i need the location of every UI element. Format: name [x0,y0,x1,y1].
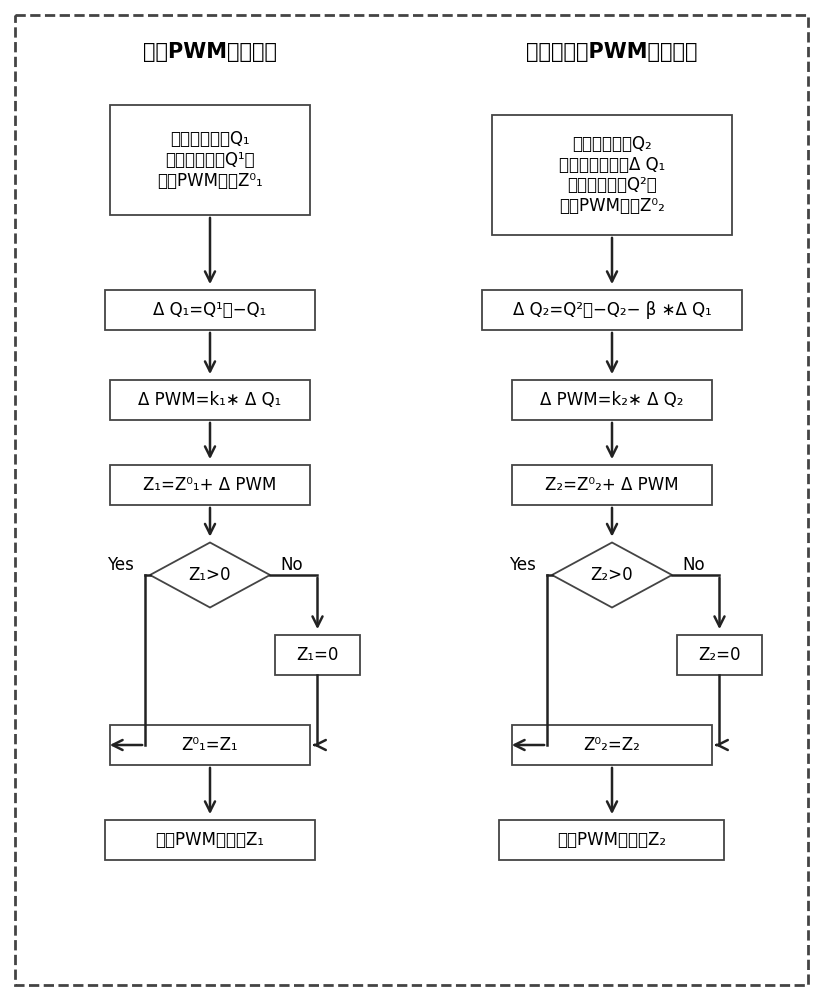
Text: Δ PWM=k₁∗ Δ Q₁: Δ PWM=k₁∗ Δ Q₁ [138,391,281,409]
Text: No: No [683,556,705,574]
Bar [500,820,724,860]
Text: 顶灯PWM反馈算法: 顶灯PWM反馈算法 [143,42,277,62]
Text: Z₂=0: Z₂=0 [698,646,741,664]
Text: Z₂>0: Z₂>0 [591,566,634,584]
Bar [110,465,310,505]
Bar [512,725,712,765]
Text: 输入顶叶光强Q₁
顶叶光强阈值Q¹阈
前次PWM信号Z⁰₁: 输入顶叶光强Q₁ 顶叶光强阈值Q¹阈 前次PWM信号Z⁰₁ [157,130,263,190]
Text: Z₁=Z⁰₁+ Δ PWM: Z₁=Z⁰₁+ Δ PWM [143,476,277,494]
Text: No: No [281,556,304,574]
Bar [512,380,712,420]
Text: Z₁=0: Z₁=0 [296,646,339,664]
Bar [110,725,310,765]
Polygon shape [552,542,672,607]
Text: Z₂=Z⁰₂+ Δ PWM: Z₂=Z⁰₂+ Δ PWM [545,476,679,494]
Text: 输出PWM占空比Z₁: 输出PWM占空比Z₁ [156,831,264,849]
Text: Δ PWM=k₂∗ Δ Q₂: Δ PWM=k₂∗ Δ Q₂ [540,391,684,409]
Bar [105,290,315,330]
Bar [275,635,360,675]
Text: Δ Q₁=Q¹阈−Q₁: Δ Q₁=Q¹阈−Q₁ [153,301,267,319]
Text: Yes: Yes [106,556,133,574]
Text: Δ Q₂=Q²阈−Q₂− β ∗Δ Q₁: Δ Q₂=Q²阈−Q₂− β ∗Δ Q₁ [513,301,711,319]
Bar [105,820,315,860]
Polygon shape [150,542,270,607]
Text: Z⁰₂=Z₂: Z⁰₂=Z₂ [584,736,640,754]
Text: 输出PWM占空比Z₂: 输出PWM占空比Z₂ [557,831,667,849]
Bar [482,290,742,330]
Text: Yes: Yes [509,556,536,574]
Text: 株间补光灯PWM反馈算法: 株间补光灯PWM反馈算法 [526,42,698,62]
Text: Z₁>0: Z₁>0 [188,566,231,584]
Bar [492,115,732,235]
Text: 输入株间光强Q₂
顶叶光强变化量Δ Q₁
株间光强阈值Q²阈
前次PWM信号Z⁰₂: 输入株间光强Q₂ 顶叶光强变化量Δ Q₁ 株间光强阈值Q²阈 前次PWM信号Z⁰… [559,135,665,215]
Bar [677,635,762,675]
Bar [110,380,310,420]
Bar [512,465,712,505]
Text: Z⁰₁=Z₁: Z⁰₁=Z₁ [182,736,239,754]
Bar [110,105,310,215]
